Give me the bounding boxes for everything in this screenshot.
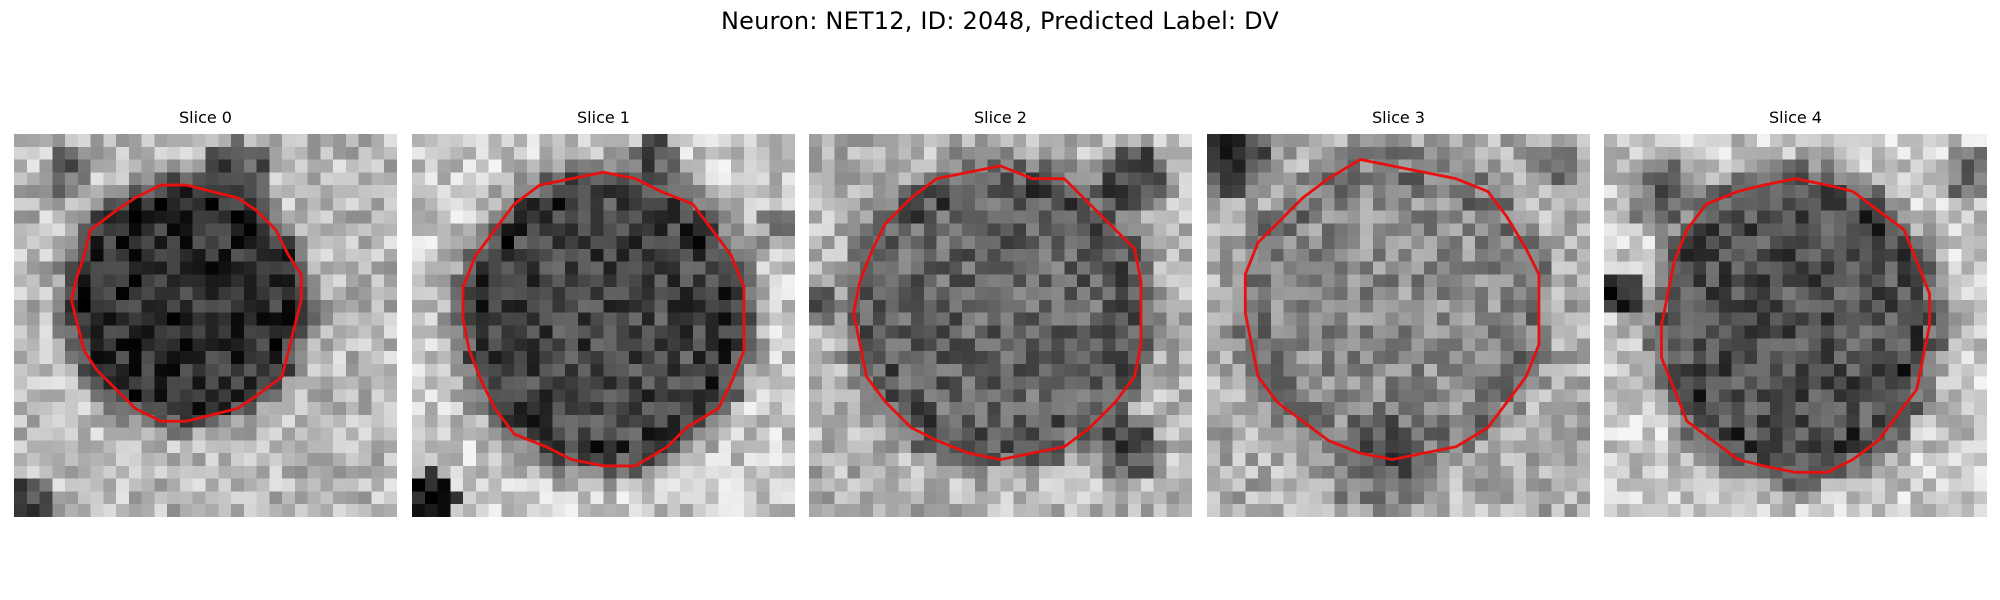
segmentation-contour — [1660, 177, 1931, 474]
slice-image — [1207, 134, 1590, 517]
segmentation-contour — [461, 170, 746, 468]
slice-title: Slice 2 — [974, 108, 1027, 127]
segmentation-contour — [852, 164, 1143, 461]
slice-image — [809, 134, 1192, 517]
slice-image — [14, 134, 397, 517]
slice-title: Slice 3 — [1372, 108, 1425, 127]
figure-title: Neuron: NET12, ID: 2048, Predicted Label… — [720, 7, 1280, 35]
slice-title: Slice 0 — [179, 108, 232, 127]
slice-title: Slice 1 — [577, 108, 630, 127]
segmentation-contour — [1243, 158, 1541, 461]
slice-image — [412, 134, 795, 517]
slice-image — [1604, 134, 1987, 517]
slice-title: Slice 4 — [1769, 108, 1822, 127]
segmentation-contour — [70, 183, 303, 423]
